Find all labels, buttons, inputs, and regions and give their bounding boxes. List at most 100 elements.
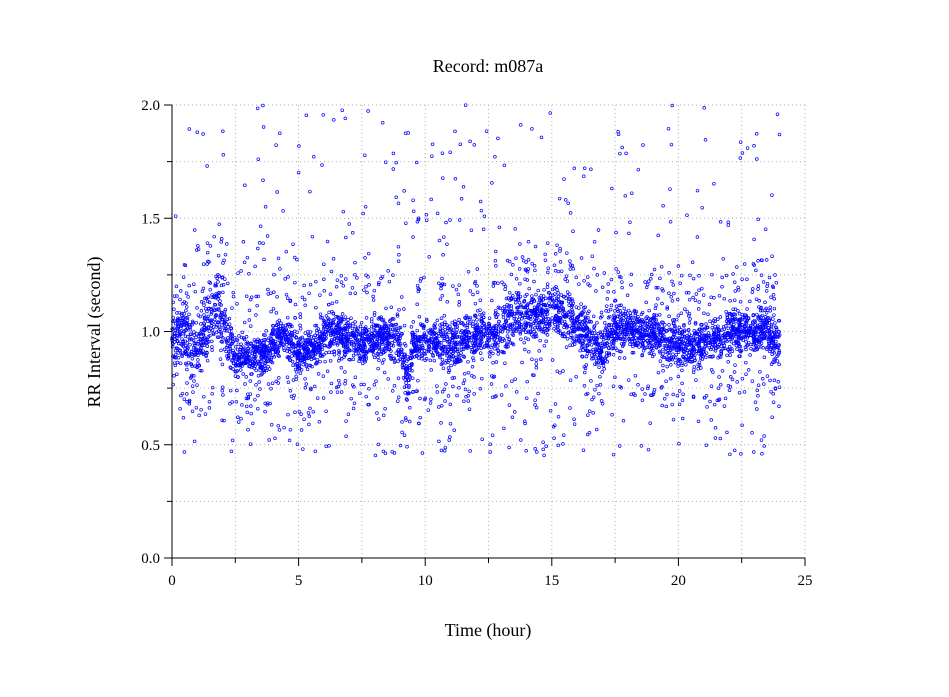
data-point bbox=[403, 416, 408, 420]
data-point bbox=[394, 322, 399, 327]
data-point bbox=[717, 375, 721, 379]
data-point bbox=[581, 327, 585, 332]
data-point bbox=[416, 216, 421, 221]
data-point bbox=[659, 386, 664, 390]
data-point bbox=[518, 281, 522, 286]
data-point bbox=[670, 343, 675, 347]
data-point bbox=[708, 319, 712, 324]
data-point bbox=[230, 341, 234, 346]
data-point bbox=[467, 407, 472, 411]
data-point bbox=[640, 398, 645, 403]
data-point bbox=[630, 326, 635, 330]
data-point bbox=[447, 358, 451, 363]
data-point bbox=[256, 349, 260, 353]
data-point bbox=[195, 351, 199, 355]
data-point bbox=[658, 276, 662, 281]
data-point bbox=[665, 364, 669, 369]
data-point bbox=[625, 332, 629, 337]
data-point bbox=[237, 363, 241, 368]
data-point bbox=[396, 376, 401, 381]
data-point bbox=[207, 300, 212, 304]
data-point bbox=[422, 324, 426, 329]
data-point bbox=[359, 339, 364, 344]
data-point bbox=[299, 359, 304, 363]
data-point bbox=[391, 323, 395, 328]
data-point bbox=[542, 330, 546, 334]
data-point bbox=[491, 351, 495, 356]
data-point bbox=[331, 318, 335, 323]
data-point bbox=[743, 313, 747, 317]
data-point bbox=[586, 282, 590, 286]
data-point bbox=[412, 355, 417, 359]
data-point bbox=[439, 362, 444, 366]
data-point bbox=[275, 320, 280, 324]
data-point bbox=[348, 348, 352, 353]
data-point bbox=[185, 363, 189, 367]
data-point bbox=[676, 374, 681, 379]
data-point bbox=[473, 301, 478, 306]
data-point bbox=[693, 320, 698, 325]
data-point bbox=[435, 390, 440, 394]
data-point bbox=[180, 391, 185, 396]
data-point bbox=[712, 330, 717, 335]
data-point bbox=[716, 334, 721, 339]
data-point bbox=[298, 326, 303, 331]
data-point bbox=[350, 326, 355, 331]
data-point bbox=[440, 334, 445, 338]
data-point bbox=[410, 335, 415, 339]
data-point bbox=[661, 333, 665, 338]
data-point bbox=[758, 308, 763, 313]
data-point bbox=[318, 329, 322, 334]
data-point bbox=[700, 205, 704, 210]
data-point bbox=[285, 296, 290, 300]
data-point bbox=[302, 417, 306, 421]
data-point bbox=[328, 292, 333, 297]
data-point bbox=[381, 317, 386, 322]
data-point bbox=[520, 255, 525, 259]
data-point bbox=[192, 330, 196, 334]
data-point bbox=[302, 338, 307, 342]
data-point bbox=[353, 272, 357, 277]
data-point bbox=[596, 228, 601, 232]
data-point bbox=[193, 289, 198, 294]
data-point bbox=[561, 442, 565, 446]
data-point bbox=[515, 321, 519, 325]
data-point bbox=[461, 185, 466, 189]
data-point bbox=[533, 403, 537, 407]
data-point bbox=[637, 345, 641, 349]
data-point bbox=[379, 315, 383, 319]
data-point bbox=[235, 375, 240, 379]
data-point bbox=[259, 354, 264, 358]
data-point bbox=[493, 308, 498, 313]
data-point bbox=[189, 332, 193, 337]
data-point bbox=[389, 323, 393, 327]
data-point bbox=[259, 359, 263, 364]
data-point bbox=[435, 211, 440, 216]
data-point bbox=[753, 319, 758, 324]
data-point bbox=[196, 358, 200, 362]
data-point bbox=[274, 379, 279, 384]
data-point bbox=[529, 298, 534, 302]
data-point bbox=[771, 391, 776, 396]
data-point bbox=[256, 406, 260, 411]
data-point bbox=[632, 331, 636, 336]
data-point bbox=[387, 279, 392, 284]
data-point bbox=[652, 336, 657, 340]
data-point bbox=[353, 375, 358, 379]
data-point bbox=[769, 362, 774, 366]
data-point bbox=[251, 421, 255, 426]
data-point bbox=[568, 259, 572, 263]
data-point bbox=[204, 354, 208, 358]
data-point bbox=[501, 337, 505, 341]
data-point bbox=[533, 268, 537, 273]
data-point bbox=[349, 396, 353, 401]
data-point bbox=[602, 367, 606, 371]
data-point bbox=[754, 345, 759, 350]
data-point bbox=[334, 315, 338, 319]
data-point bbox=[745, 277, 749, 282]
data-point bbox=[660, 324, 664, 328]
data-point bbox=[740, 423, 744, 428]
data-point bbox=[713, 346, 718, 351]
data-point bbox=[442, 235, 446, 239]
data-point bbox=[765, 321, 770, 325]
